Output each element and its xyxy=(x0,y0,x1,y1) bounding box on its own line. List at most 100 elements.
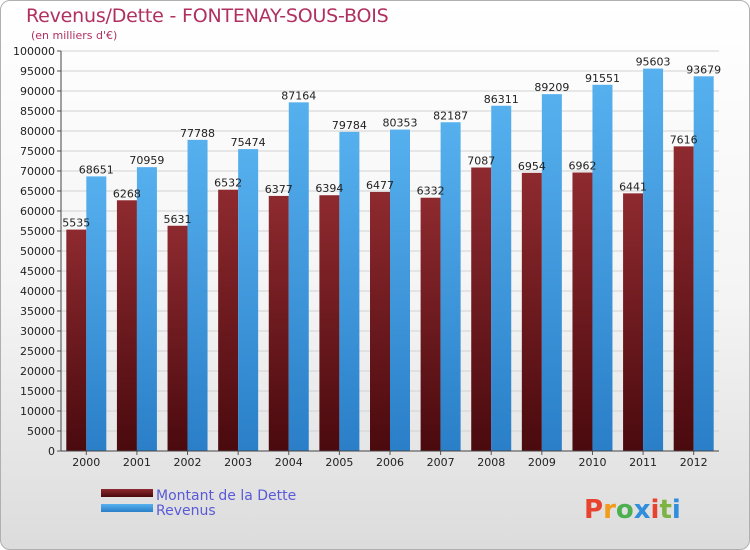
legend-label-debt: Montant de la Dette xyxy=(156,488,296,504)
x-tick-label: 2011 xyxy=(629,456,657,469)
value-label: 6268 xyxy=(113,187,141,200)
y-tick-label: 75000 xyxy=(20,145,55,158)
value-label: 95603 xyxy=(636,56,671,69)
proxiti-logo: Proxiti xyxy=(584,495,681,525)
y-tick-label: 65000 xyxy=(20,185,55,198)
bar-revenus xyxy=(339,131,360,451)
logo-letter: i xyxy=(672,495,681,525)
value-label: 87164 xyxy=(281,89,316,102)
y-tick-label: 15000 xyxy=(20,385,55,398)
logo-letter: o xyxy=(616,495,634,525)
y-tick-label: 25000 xyxy=(20,345,55,358)
x-tick-label: 2002 xyxy=(174,456,202,469)
value-label: 6954 xyxy=(518,160,546,173)
x-tick-label: 2001 xyxy=(123,456,151,469)
bar-revenus xyxy=(440,122,461,451)
bar-dette xyxy=(370,191,390,452)
bar-dette xyxy=(319,195,340,451)
logo-letter: x xyxy=(634,495,651,525)
value-label: 6377 xyxy=(265,183,293,196)
value-label: 93679 xyxy=(686,63,721,76)
bar-dette xyxy=(623,193,644,452)
bar-revenus xyxy=(187,139,208,451)
x-tick-label: 2004 xyxy=(275,456,303,469)
value-label: 7616 xyxy=(670,133,698,146)
bar-dette xyxy=(471,167,492,451)
bar-revenus xyxy=(238,149,259,451)
y-tick-label: 35000 xyxy=(20,305,55,318)
value-label: 91551 xyxy=(585,72,620,85)
value-label: 6441 xyxy=(619,180,647,193)
value-label: 6532 xyxy=(214,177,242,190)
value-label: 68651 xyxy=(79,163,114,176)
y-tick-label: 0 xyxy=(48,445,55,458)
legend-swatch-revenus xyxy=(101,504,153,512)
bar-dette xyxy=(521,172,542,451)
y-tick-label: 100000 xyxy=(13,45,55,58)
value-label: 82187 xyxy=(433,109,468,122)
bar-dette xyxy=(218,189,239,451)
value-label: 79784 xyxy=(332,119,367,132)
value-labels: 5535 68651 6268 70959 5631 77788 6532 75474 6377… xyxy=(62,56,721,230)
x-tick-label: 2005 xyxy=(325,456,353,469)
bar-revenus xyxy=(491,105,512,452)
x-tick-label: 2000 xyxy=(72,456,100,469)
x-tick-label: 2012 xyxy=(680,456,708,469)
bar-revenus xyxy=(288,102,309,452)
value-label: 70959 xyxy=(129,154,164,167)
legend-swatch-debt xyxy=(101,489,153,497)
value-label: 80353 xyxy=(383,117,418,130)
y-tick-label: 30000 xyxy=(20,325,55,338)
logo-letter: P xyxy=(584,495,603,525)
y-tick-label: 85000 xyxy=(20,105,55,118)
y-tick-label: 95000 xyxy=(20,65,55,78)
value-label: 75474 xyxy=(231,136,266,149)
chart-title: Revenus/Dette - FONTENAY-SOUS-BOIS xyxy=(26,5,389,27)
x-tick-label: 2008 xyxy=(477,456,505,469)
y-tick-label: 20000 xyxy=(20,365,55,378)
y-tick-label: 80000 xyxy=(20,125,55,138)
y-tick-label: 5000 xyxy=(27,425,55,438)
value-label: 86311 xyxy=(484,93,519,106)
bar-dette xyxy=(420,197,441,451)
logo-letter: r xyxy=(603,495,616,525)
value-label: 5631 xyxy=(164,213,192,226)
logo-text: Proxiti xyxy=(584,495,681,525)
value-label: 6477 xyxy=(366,179,394,192)
y-tick-label: 60000 xyxy=(20,205,55,218)
y-tick-label: 50000 xyxy=(20,245,55,258)
value-label: 6332 xyxy=(417,185,445,198)
y-tick-label: 70000 xyxy=(20,165,55,178)
bar-revenus xyxy=(86,176,107,451)
bar-revenus xyxy=(643,68,664,451)
bar-dette xyxy=(66,229,87,451)
bar-dette xyxy=(116,200,137,451)
bar-revenus xyxy=(592,84,613,452)
y-tick-label: 90000 xyxy=(20,85,55,98)
value-label: 77788 xyxy=(180,127,215,140)
bars xyxy=(66,68,714,452)
y-tick-label: 55000 xyxy=(20,225,55,238)
y-axis-ticks: 0 5000 10000 15000 20000 25000 30000 35000 40000… xyxy=(13,45,61,458)
y-tick-label: 45000 xyxy=(20,265,55,278)
value-label: 89209 xyxy=(534,81,569,94)
value-label: 5535 xyxy=(62,217,90,230)
bar-dette xyxy=(268,195,289,451)
logo-letter: t xyxy=(659,495,671,525)
x-tick-label: 2010 xyxy=(578,456,606,469)
legend-label-revenus: Revenus xyxy=(156,503,216,519)
bar-dette xyxy=(167,225,188,451)
value-label: 6962 xyxy=(568,160,596,173)
y-tick-label: 10000 xyxy=(20,405,55,418)
x-axis-ticks: 2000 2001 2002 2003 2004 2005 2006 2007 2008 2009… xyxy=(72,451,708,469)
bar-revenus xyxy=(541,94,562,451)
chart-subtitle: (en milliers d'€) xyxy=(31,29,118,42)
logo-letter: i xyxy=(651,495,660,525)
x-tick-label: 2009 xyxy=(528,456,556,469)
bar-dette xyxy=(673,146,694,452)
bar-revenus xyxy=(693,76,714,451)
bar-dette xyxy=(572,172,593,451)
bar-revenus xyxy=(136,167,157,451)
